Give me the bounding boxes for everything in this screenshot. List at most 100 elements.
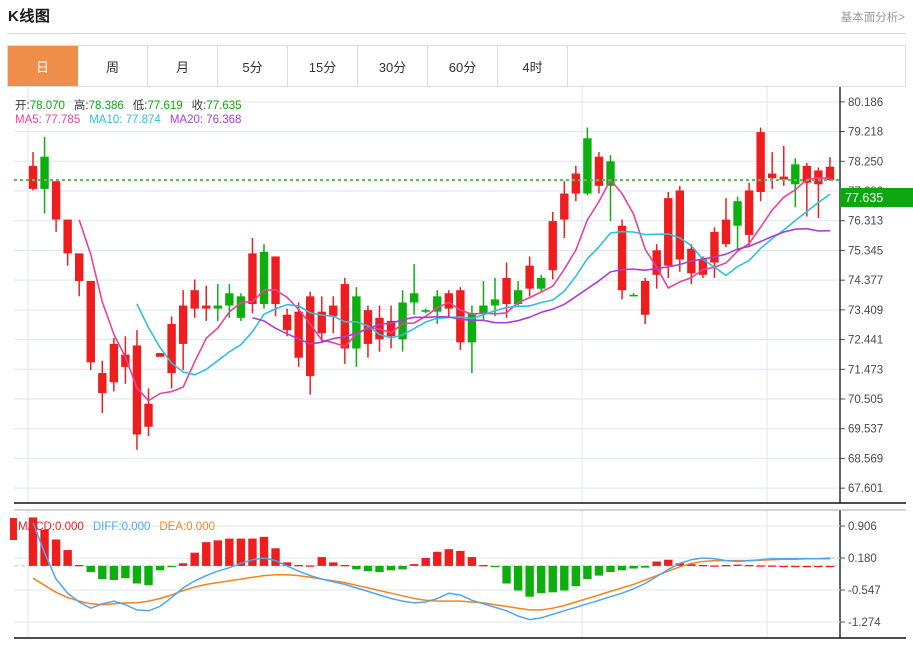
macd-histogram-bar: [733, 564, 742, 566]
candle-body: [121, 354, 130, 367]
macd-histogram-bar: [525, 565, 534, 597]
macd-histogram-bar: [640, 565, 650, 568]
macd-histogram-bar: [791, 565, 800, 568]
tab-7[interactable]: 4时: [498, 46, 568, 86]
kline-chart-svg[interactable]: 80.18679.21878.25077.28276.31375.34574.3…: [7, 87, 906, 645]
candle-body: [710, 231, 719, 263]
macd-histogram-bar: [317, 557, 326, 566]
candle-body: [282, 314, 292, 331]
macd-histogram-bar: [329, 562, 338, 566]
candle-body: [548, 221, 557, 271]
macd-tick-label: 0.180: [848, 553, 877, 565]
macd-histogram-bar: [779, 565, 788, 568]
macd-histogram-bar: [202, 542, 211, 566]
macd-histogram-bar: [456, 550, 465, 566]
macd-histogram-bar: [75, 565, 84, 567]
price-tick-label: 74.377: [848, 275, 883, 287]
candle-body: [236, 296, 246, 318]
candle-body: [791, 164, 800, 185]
candle-body: [75, 253, 84, 281]
candle-body: [756, 132, 765, 192]
macd-histogram-bar: [433, 551, 442, 566]
macd-histogram-bar: [51, 539, 61, 566]
macd-histogram-bar: [421, 557, 430, 566]
candle-body: [606, 161, 615, 186]
macd-histogram-bar: [606, 565, 615, 573]
candle-body: [490, 299, 500, 306]
macd-histogram-bar: [721, 565, 731, 567]
candle-body: [560, 193, 569, 220]
candle-body: [386, 320, 396, 337]
macd-histogram-bar: [594, 565, 604, 576]
ma-line-20: [252, 227, 831, 345]
candle-body: [617, 225, 627, 291]
macd-histogram-bar: [271, 548, 280, 566]
macd-histogram-bar: [109, 565, 119, 580]
price-tick-label: 68.569: [848, 453, 883, 465]
candle-body: [664, 198, 673, 266]
candle-body: [629, 294, 638, 297]
macd-histogram-bar: [652, 561, 661, 566]
macd-histogram-bar: [490, 565, 500, 568]
macd-histogram-bar: [144, 565, 153, 586]
header-divider: [7, 33, 906, 34]
macd-tick-label: 0.906: [848, 521, 877, 533]
tab-3[interactable]: 5分: [218, 46, 288, 86]
macd-histogram-bar: [63, 550, 72, 566]
macd-histogram-bar: [167, 565, 176, 568]
candle-body: [421, 310, 430, 312]
candle-body: [467, 313, 477, 343]
candle-body: [802, 165, 812, 183]
macd-histogram-bar: [40, 529, 49, 566]
macd-histogram-bar: [548, 565, 557, 593]
tab-0[interactable]: 日: [8, 46, 78, 86]
candle-body: [744, 190, 754, 235]
candle-body: [768, 173, 777, 179]
macd-histogram-bar: [560, 565, 569, 591]
candle-body: [779, 176, 788, 180]
candle-body: [340, 284, 350, 349]
diff-line: [32, 522, 831, 621]
candle-body: [40, 156, 49, 189]
macd-histogram-bar: [675, 563, 684, 566]
macd-histogram-bar: [132, 565, 142, 584]
macd-histogram-bar: [28, 517, 38, 566]
candle-body: [433, 296, 442, 312]
tab-6[interactable]: 60分: [428, 46, 498, 86]
price-tick-label: 72.441: [848, 335, 883, 347]
candle-body: [513, 290, 523, 305]
candle-body: [248, 253, 257, 305]
page-title: K线图: [8, 8, 51, 25]
candle-body: [525, 265, 534, 289]
chart-area[interactable]: 80.18679.21878.25077.28276.31375.34574.3…: [7, 87, 906, 645]
candle-body: [190, 290, 199, 309]
period-tabbar[interactable]: 日周月 5分 15分 30分 60分 4时: [7, 45, 906, 87]
tab-5[interactable]: 30分: [358, 46, 428, 86]
macd-histogram-bar: [306, 565, 315, 567]
candle-body: [132, 345, 142, 435]
price-tick-label: 71.473: [848, 364, 883, 376]
tab-4[interactable]: 15分: [288, 46, 358, 86]
candle-body: [502, 277, 511, 305]
candle-body: [28, 165, 38, 189]
candle-body: [825, 166, 835, 181]
candle-body: [571, 173, 581, 194]
macd-histogram-bar: [236, 538, 246, 566]
ma-line-10: [136, 193, 831, 376]
price-tick-label: 73.409: [848, 305, 883, 317]
fundamental-analysis-link[interactable]: 基本面分析>: [840, 12, 905, 24]
macd-histogram-bar: [363, 565, 373, 572]
tab-1[interactable]: 周: [78, 46, 148, 86]
candle-body: [144, 403, 153, 427]
macd-histogram-bar: [444, 549, 453, 566]
macd-histogram-bar: [537, 565, 546, 594]
candle-body: [109, 343, 119, 383]
candle-body: [444, 293, 453, 309]
macd-histogram-bar: [698, 565, 708, 567]
candle-body: [86, 280, 95, 363]
tab-2[interactable]: 月: [148, 46, 218, 86]
macd-histogram-bar: [98, 565, 107, 580]
macd-histogram-bar: [825, 565, 835, 568]
candle-body: [98, 373, 107, 394]
